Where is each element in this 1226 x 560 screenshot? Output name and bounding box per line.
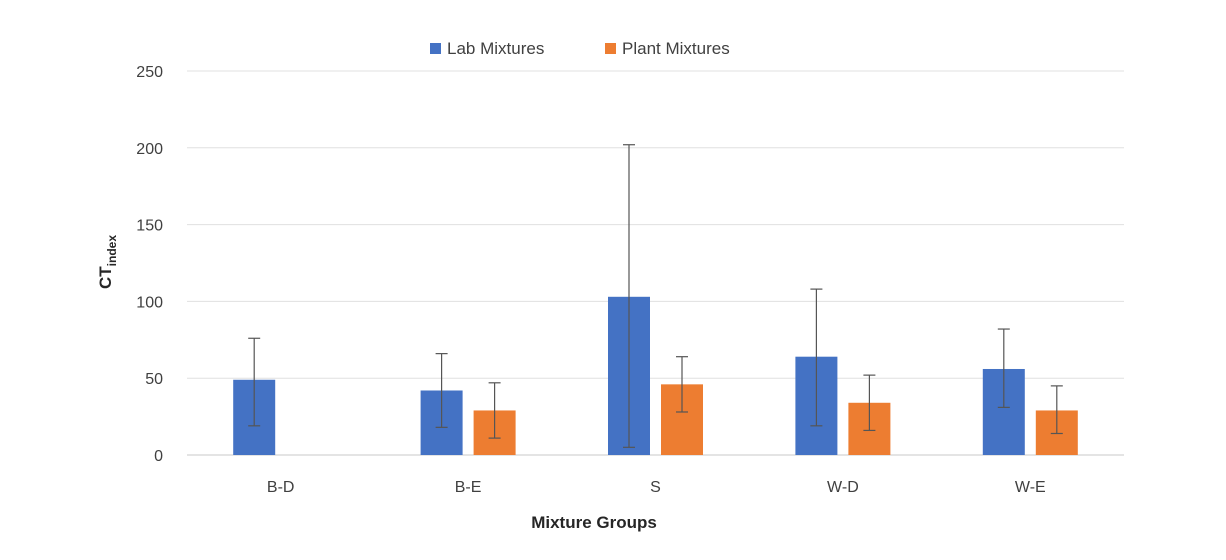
legend-swatch-lab bbox=[430, 43, 441, 54]
x-tick-label: B-D bbox=[267, 479, 295, 496]
legend-label-plant: Plant Mixtures bbox=[622, 39, 730, 58]
x-tick-label: W-E bbox=[1015, 479, 1046, 496]
y-axis-title-main: CT bbox=[96, 266, 115, 289]
y-tick-label: 50 bbox=[145, 371, 163, 388]
y-tick-label: 0 bbox=[154, 448, 163, 465]
x-axis-title: Mixture Groups bbox=[531, 513, 657, 532]
y-axis-title: CTindex bbox=[96, 235, 119, 289]
bars bbox=[233, 296, 1078, 455]
legend-label-lab: Lab Mixtures bbox=[447, 39, 544, 58]
y-tick-label: 250 bbox=[136, 64, 163, 81]
error-bars bbox=[248, 144, 1063, 448]
x-axis-ticks: B-D B-E S W-D W-E bbox=[267, 479, 1046, 496]
gridlines bbox=[187, 70, 1124, 456]
x-tick-label: B-E bbox=[455, 479, 482, 496]
legend-swatch-plant bbox=[605, 43, 616, 54]
legend: Lab Mixtures Plant Mixtures bbox=[430, 39, 730, 58]
x-tick-label: S bbox=[650, 479, 661, 496]
x-tick-label: W-D bbox=[827, 479, 859, 496]
y-axis-ticks: 0 50 100 150 200 250 bbox=[136, 64, 163, 465]
y-tick-label: 100 bbox=[136, 294, 163, 311]
y-tick-label: 150 bbox=[136, 218, 163, 235]
y-tick-label: 200 bbox=[136, 141, 163, 158]
y-axis-title-subscript: index bbox=[105, 235, 119, 267]
